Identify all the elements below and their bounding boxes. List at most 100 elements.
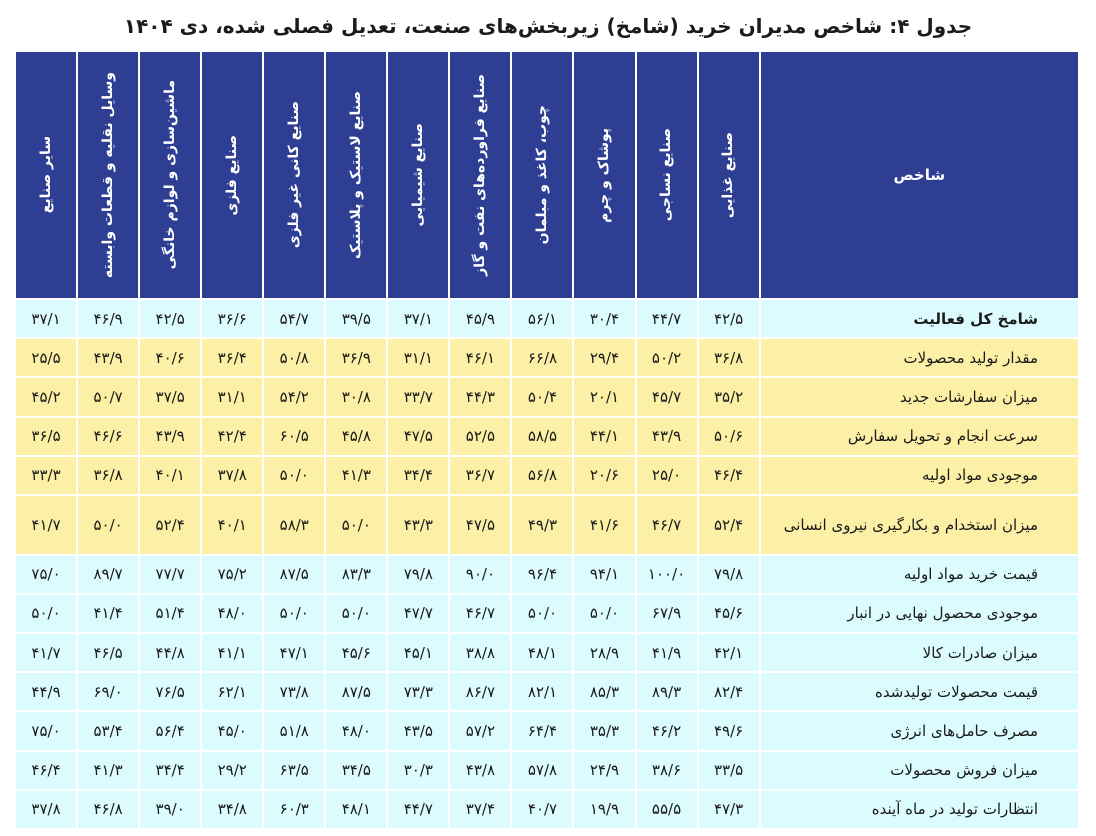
- table-cell: ۷۵/۲: [202, 555, 263, 593]
- table-cell: ۵۳/۴: [78, 712, 139, 750]
- sector-header-label: صنایع نساجی: [658, 128, 675, 222]
- table-cell: ۵۰/۲: [636, 339, 697, 377]
- table-cell: ۸۹/۷: [78, 555, 139, 593]
- table-cell: ۳۷/۱: [16, 300, 77, 338]
- table-cell: ۳۴/۵: [326, 751, 387, 789]
- table-cell: ۷۶/۵: [140, 673, 201, 711]
- table-cell: ۲۸/۹: [574, 634, 635, 672]
- table-cell: ۳۰/۴: [574, 300, 635, 338]
- table-cell: ۲۹/۴: [574, 339, 635, 377]
- sector-header: صنایع نساجی: [636, 52, 697, 298]
- row-label: میزان فروش محصولات: [760, 751, 1078, 789]
- table-cell: ۵۲/۵: [450, 417, 511, 455]
- table-cell: ۶۰/۵: [264, 417, 325, 455]
- header-row: شاخص صنایع غذایی صنایع نساجی پوشاک و چرم…: [16, 52, 1078, 298]
- table-cell: ۴۸/۱: [512, 634, 573, 672]
- table-cell: ۴۰/۱: [202, 495, 263, 554]
- table-cell: ۴۴/۷: [388, 790, 449, 828]
- table-cell: ۴۳/۹: [78, 339, 139, 377]
- table-cell: ۳۶/۸: [698, 339, 759, 377]
- table-cell: ۵۰/۰: [326, 594, 387, 633]
- table-cell: ۴۳/۸: [450, 751, 511, 789]
- table-cell: ۴۶/۱: [450, 339, 511, 377]
- sector-header: صنایع فراورده‌های نفت و گاز: [450, 52, 511, 298]
- table-cell: ۳۵/۲: [698, 378, 759, 416]
- table-cell: ۴۳/۵: [388, 712, 449, 750]
- sector-header: ماشین‌سازی و لوازم خانگی: [140, 52, 201, 298]
- table-row: میزان صادرات کالا ۴۲/۱ ۴۱/۹ ۲۸/۹ ۴۸/۱ ۳۸/۸ ۴۵/…: [16, 634, 1078, 672]
- table-cell: ۴۵/۸: [326, 417, 387, 455]
- table-cell: ۸۲/۱: [512, 673, 573, 711]
- table-cell: ۳۶/۵: [16, 417, 77, 455]
- table-cell: ۵۰/۰: [264, 456, 325, 494]
- table-cell: ۴۱/۱: [202, 634, 263, 672]
- table-row: مقدار تولید محصولات ۳۶/۸ ۵۰/۲ ۲۹/۴ ۶۶/۸ ۴۶/۱ ۳…: [16, 339, 1078, 377]
- table-cell: ۳۵/۳: [574, 712, 635, 750]
- table-cell: ۴۳/۹: [140, 417, 201, 455]
- table-cell: ۵۸/۳: [264, 495, 325, 554]
- sector-header-label: چوب، کاغذ و مبلمان: [534, 105, 551, 245]
- table-cell: ۴۴/۷: [636, 300, 697, 338]
- row-label: میزان استخدام و بکارگیری نیروی انسانی: [760, 495, 1078, 554]
- table-cell: ۵۴/۷: [264, 300, 325, 338]
- table-cell: ۵۰/۰: [512, 594, 573, 633]
- table-cell: ۳۷/۴: [450, 790, 511, 828]
- table-cell: ۴۶/۷: [636, 495, 697, 554]
- table-cell: ۳۷/۱: [388, 300, 449, 338]
- table-cell: ۴۱/۳: [326, 456, 387, 494]
- sector-header: وسایل نقلیه و قطعات وابسته: [78, 52, 139, 298]
- table-cell: ۴۲/۵: [698, 300, 759, 338]
- table-row: مصرف حامل‌های انرژی ۴۹/۶ ۴۶/۲ ۳۵/۳ ۶۴/۴ ۵۷/۲ ۴…: [16, 712, 1078, 750]
- table-cell: ۲۰/۱: [574, 378, 635, 416]
- table-cell: ۴۵/۶: [326, 634, 387, 672]
- sector-header-label: صنایع لاستیک و پلاستیک: [348, 90, 365, 260]
- table-cell: ۵۰/۰: [16, 594, 77, 633]
- row-label: میزان صادرات کالا: [760, 634, 1078, 672]
- sector-header: صنایع لاستیک و پلاستیک: [326, 52, 387, 298]
- table-cell: ۴۲/۵: [140, 300, 201, 338]
- table-cell: ۶۰/۳: [264, 790, 325, 828]
- table-cell: ۸۲/۴: [698, 673, 759, 711]
- table-cell: ۶۶/۸: [512, 339, 573, 377]
- row-label: موجودی مواد اولیه: [760, 456, 1078, 494]
- table-title: جدول ۴: شاخص مدیران خرید (شامخ) زیربخش‌ه…: [123, 14, 973, 38]
- table-cell: ۶۲/۱: [202, 673, 263, 711]
- table-row: سرعت انجام و تحویل سفارش ۵۰/۶ ۴۳/۹ ۴۴/۱ ۵۸/۵…: [16, 417, 1078, 455]
- table-cell: ۳۶/۸: [78, 456, 139, 494]
- table-cell: ۷۹/۸: [698, 555, 759, 593]
- table-cell: ۴۵/۲: [16, 378, 77, 416]
- row-label: موجودی محصول نهایی در انبار: [760, 594, 1078, 633]
- row-label: مقدار تولید محصولات: [760, 339, 1078, 377]
- table-cell: ۳۷/۸: [16, 790, 77, 828]
- row-label: میزان سفارشات جدید: [760, 378, 1078, 416]
- table-cell: ۸۳/۳: [326, 555, 387, 593]
- table-cell: ۴۹/۶: [698, 712, 759, 750]
- table-cell: ۷۳/۳: [388, 673, 449, 711]
- table-cell: ۵۶/۱: [512, 300, 573, 338]
- sector-header-label: وسایل نقلیه و قطعات وابسته: [99, 71, 116, 279]
- table-cell: ۵۶/۴: [140, 712, 201, 750]
- table-cell: ۶۹/۰: [78, 673, 139, 711]
- table-cell: ۷۹/۸: [388, 555, 449, 593]
- table-cell: ۵۰/۰: [264, 594, 325, 633]
- table-row: موجودی محصول نهایی در انبار ۴۵/۶ ۶۷/۹ ۵۰/۰ ۵…: [16, 594, 1078, 633]
- sector-header: سایر صنایع: [16, 52, 77, 298]
- table-cell: ۳۷/۸: [202, 456, 263, 494]
- table-cell: ۶۴/۴: [512, 712, 573, 750]
- table-cell: ۴۶/۲: [636, 712, 697, 750]
- table-cell: ۴۴/۸: [140, 634, 201, 672]
- table-cell: ۷۷/۷: [140, 555, 201, 593]
- table-cell: ۹۰/۰: [450, 555, 511, 593]
- table-cell: ۳۱/۱: [388, 339, 449, 377]
- table-cell: ۳۱/۱: [202, 378, 263, 416]
- table-cell: ۳۶/۴: [202, 339, 263, 377]
- sector-header: چوب، کاغذ و مبلمان: [512, 52, 573, 298]
- table-cell: ۴۶/۴: [16, 751, 77, 789]
- row-label: قیمت محصولات تولیدشده: [760, 673, 1078, 711]
- table-cell: ۴۱/۴: [78, 594, 139, 633]
- table-cell: ۴۷/۱: [264, 634, 325, 672]
- table-cell: ۲۰/۶: [574, 456, 635, 494]
- table-cell: ۵۰/۴: [512, 378, 573, 416]
- table-cell: ۴۵/۶: [698, 594, 759, 633]
- table-cell: ۵۲/۴: [698, 495, 759, 554]
